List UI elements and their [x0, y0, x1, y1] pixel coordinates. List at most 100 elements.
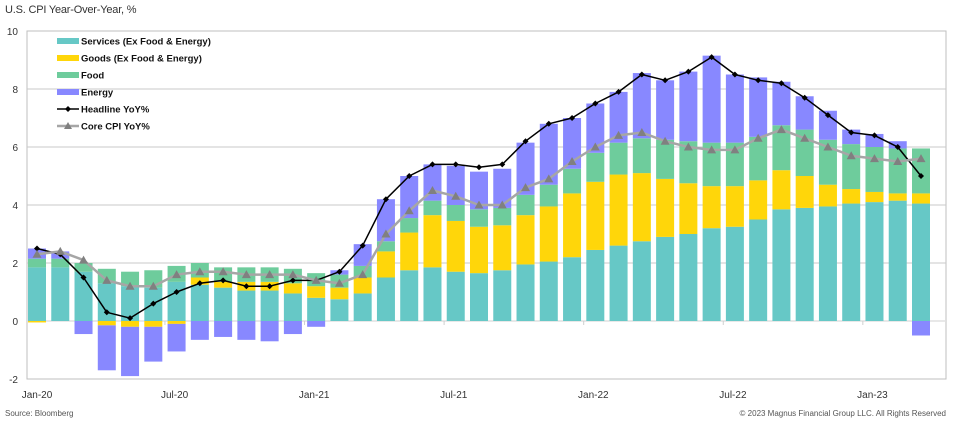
bar-services [586, 249, 605, 321]
bar-energy [656, 80, 675, 140]
headline-marker [848, 129, 855, 136]
bar-goods [423, 215, 442, 268]
legend-swatch-food [57, 72, 79, 78]
bar-goods [865, 191, 884, 203]
bar-services [330, 299, 349, 321]
core-marker [381, 229, 391, 238]
legend-marker-core [64, 122, 72, 129]
bar-services [795, 207, 814, 321]
legend-label: Headline YoY% [81, 105, 150, 116]
bar-services [772, 209, 791, 321]
bar-energy [516, 142, 535, 195]
headline-marker [289, 277, 296, 284]
bar-goods [307, 286, 326, 298]
bar-goods [609, 174, 628, 246]
y-tick-label: 4 [12, 201, 18, 212]
bar-energy [260, 321, 279, 342]
core-marker [614, 130, 624, 139]
headline-marker [615, 88, 622, 95]
bar-food [609, 142, 628, 175]
headline-marker [34, 245, 40, 252]
bar-goods [516, 215, 535, 265]
headline-marker [103, 309, 110, 316]
bar-services [97, 283, 116, 321]
core-marker [451, 191, 461, 200]
core-marker [730, 145, 740, 154]
bar-energy [563, 118, 582, 169]
core-marker [683, 142, 693, 151]
bar-food [725, 142, 744, 187]
headline-marker [429, 161, 436, 168]
headline-marker [476, 164, 482, 171]
y-tick-label: -2 [9, 375, 18, 386]
bar-goods [842, 189, 861, 204]
bar-goods [376, 251, 395, 278]
bar-food [28, 258, 46, 268]
bar-energy [74, 321, 93, 335]
core-marker [474, 200, 484, 209]
bar-services [679, 234, 698, 321]
core-marker [753, 133, 763, 142]
core-marker [869, 154, 879, 163]
headline-marker [662, 77, 669, 84]
headline-marker [499, 161, 506, 168]
bar-energy [121, 326, 140, 377]
bar-energy [283, 321, 302, 335]
y-tick-label: 2 [12, 259, 18, 270]
headline-marker [894, 144, 901, 150]
core-marker [846, 151, 856, 160]
bar-food [679, 141, 698, 184]
legend: Services (Ex Food & Energy) Goods (Ex Foo… [57, 37, 211, 133]
x-tick-label: Jul-22 [719, 390, 747, 401]
bar-services [563, 257, 582, 321]
core-marker [567, 157, 577, 165]
bar-services [376, 277, 395, 321]
bar-goods [818, 184, 837, 207]
bar-energy [912, 321, 930, 336]
bar-services [656, 236, 675, 321]
bar-services [632, 241, 651, 321]
x-tick-label: Jan-21 [299, 390, 330, 401]
headline-marker [708, 54, 715, 61]
stacked-bars [28, 55, 930, 377]
core-marker [311, 275, 321, 284]
core-marker [358, 270, 368, 279]
core-marker [893, 157, 903, 165]
headline-marker [196, 280, 203, 287]
headline-marker [150, 300, 157, 307]
bar-services [818, 206, 837, 321]
bar-services [237, 290, 256, 321]
core-marker [288, 270, 298, 279]
headline-marker [824, 112, 831, 119]
bar-services [470, 273, 488, 321]
headline-marker [918, 173, 924, 179]
legend-label: Food [81, 71, 104, 82]
core-marker [823, 142, 833, 151]
core-marker [404, 206, 414, 215]
bar-energy [307, 321, 326, 327]
core-marker [102, 275, 112, 284]
headline-marker [731, 71, 738, 78]
bar-energy [97, 325, 116, 371]
bar-goods [400, 232, 419, 271]
bar-energy [702, 55, 721, 143]
bar-services [912, 203, 930, 321]
headline-marker [685, 68, 692, 75]
core-marker [172, 270, 182, 279]
y-tick-label: 0 [12, 317, 18, 328]
bar-food [749, 136, 768, 181]
headline-marker [755, 77, 762, 84]
legend-label: Services (Ex Food & Energy) [81, 37, 211, 48]
bar-energy [586, 103, 605, 153]
bar-goods [121, 321, 140, 327]
bar-goods [353, 277, 372, 294]
bar-food [400, 218, 419, 233]
bar-food [586, 152, 605, 182]
bar-food [446, 205, 465, 221]
core-marker [265, 270, 275, 279]
core-marker [800, 133, 810, 142]
bar-goods [725, 186, 744, 227]
bar-food [493, 207, 512, 226]
bar-food [702, 142, 721, 187]
bar-services [51, 267, 70, 321]
